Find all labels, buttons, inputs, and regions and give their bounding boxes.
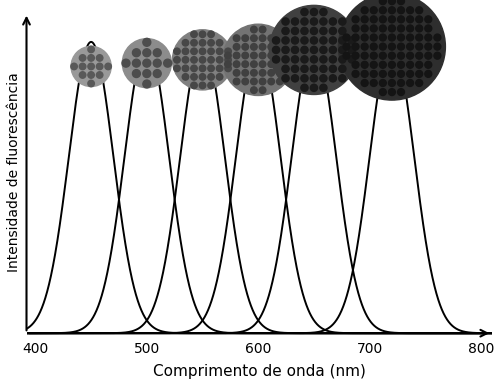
- X-axis label: Comprimento de onda (nm): Comprimento de onda (nm): [153, 364, 366, 379]
- Y-axis label: Intensidade de fluorescência: Intensidade de fluorescência: [7, 73, 21, 272]
